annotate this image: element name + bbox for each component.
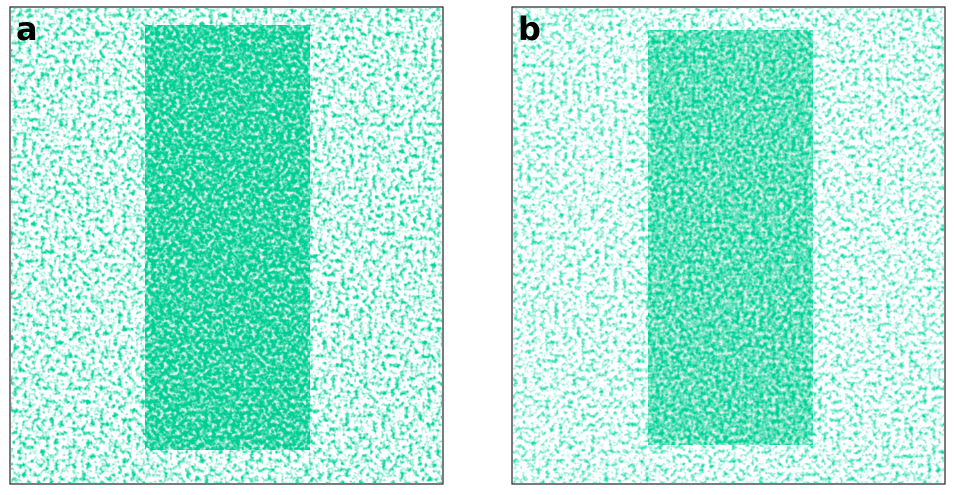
panel-frame (9, 6, 444, 485)
panel-a: a (9, 6, 444, 485)
panel-label: a (16, 10, 38, 48)
noise-band (648, 30, 813, 445)
panel-label: b (518, 10, 541, 48)
panel-frame (511, 6, 946, 485)
panel-b: b (511, 6, 946, 485)
noise-band (145, 25, 310, 450)
